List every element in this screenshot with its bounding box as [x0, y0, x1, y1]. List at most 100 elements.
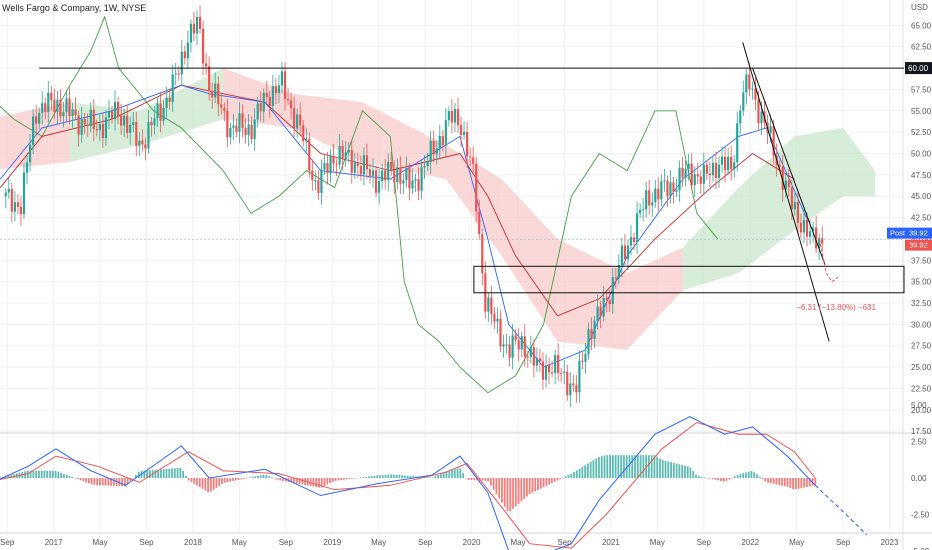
chikou-line: [0, 15, 719, 394]
candle-body: [602, 297, 605, 317]
candle-body: [499, 318, 502, 347]
macd-histogram-bar: [553, 478, 556, 482]
candle-body: [390, 162, 393, 171]
candle-body: [614, 277, 617, 279]
candle-body: [466, 131, 469, 157]
candle-body: [629, 237, 633, 246]
candle-body: [80, 118, 83, 135]
macd-histogram-bar: [783, 478, 786, 487]
macd-histogram-bar: [623, 455, 625, 478]
candle-body: [396, 167, 399, 183]
macd-histogram-bar: [63, 473, 65, 478]
candle-body: [299, 114, 302, 126]
macd-histogram-bar: [173, 468, 176, 478]
macd-line: [0, 416, 816, 550]
candle-body: [208, 66, 211, 92]
macd-histogram-bar: [606, 455, 609, 478]
candle-body: [496, 318, 499, 322]
macd-histogram-bar: [395, 474, 398, 478]
macd-histogram-bar: [154, 469, 157, 478]
candle-body: [714, 163, 718, 178]
macd-histogram-bar: [35, 470, 38, 478]
y-tick-label: 62.50: [911, 43, 932, 52]
macd-histogram-bar: [90, 478, 93, 485]
macd-histogram-bar: [129, 478, 132, 481]
macd-histogram-bar: [470, 478, 473, 481]
macd-histogram-bar: [337, 478, 340, 481]
macd-histogram-bar: [221, 478, 223, 484]
candle-body: [189, 23, 193, 43]
macd-histogram-bar: [240, 478, 243, 480]
macd-histogram-bar: [489, 478, 492, 486]
macd-histogram-bar: [711, 478, 714, 480]
macd-histogram-bar: [82, 478, 85, 482]
candle-body: [818, 238, 821, 249]
candle-body: [162, 107, 165, 121]
candle-body: [77, 115, 80, 135]
macd-histogram-bar: [620, 455, 623, 478]
macd-histogram-bar: [390, 474, 392, 478]
candle-body: [192, 23, 196, 34]
macd-histogram-bar: [725, 478, 728, 481]
candle-body: [702, 164, 705, 184]
macd-histogram-bar: [498, 478, 501, 499]
candle-body: [675, 190, 678, 192]
candle-body: [717, 164, 721, 178]
macd-histogram-bar: [453, 469, 456, 478]
candle-body: [220, 104, 223, 108]
last-value-label: 39.92: [909, 241, 928, 250]
candle-body: [435, 148, 438, 155]
candle-body: [41, 103, 44, 113]
macd-histogram-bar: [309, 478, 312, 487]
candle-body: [293, 108, 296, 129]
macd-histogram-bar: [789, 478, 792, 488]
candle-body: [547, 365, 551, 373]
macd-histogram-bar: [204, 478, 207, 491]
macd-histogram-bar: [0, 477, 2, 479]
macd-histogram-bar: [406, 475, 409, 478]
macd-histogram-bar: [401, 475, 404, 478]
candle-body: [581, 360, 584, 362]
macd-histogram-bar: [351, 478, 354, 479]
candle-body: [459, 125, 463, 135]
macd-histogram-bar: [437, 474, 440, 478]
candle-body: [469, 156, 472, 158]
candle-body: [411, 180, 414, 189]
y-tick-label: 52.50: [911, 128, 932, 137]
candle-body: [168, 97, 171, 102]
y-tick-label: 22.50: [911, 384, 932, 393]
macd-histogram-bar: [684, 465, 686, 478]
macd-histogram-bar: [525, 478, 528, 497]
macd-histogram-bar: [692, 471, 695, 478]
candle-body: [520, 336, 523, 350]
macd-histogram-bar: [800, 478, 803, 489]
candle-body: [68, 98, 71, 117]
macd-histogram-bar: [745, 472, 747, 478]
candle-body: [86, 124, 89, 127]
candle-body: [733, 162, 736, 169]
macd-histogram-bar: [631, 455, 634, 478]
candle-body: [44, 103, 47, 113]
candle-body: [617, 265, 620, 278]
candle-body: [648, 190, 651, 206]
candle-body: [666, 180, 669, 197]
candle-body: [320, 169, 323, 193]
candle-body: [402, 180, 405, 184]
candle-body: [645, 190, 648, 210]
macd-histogram-bar: [731, 477, 733, 479]
candle-body: [426, 162, 429, 167]
candle-body: [423, 166, 426, 168]
macd-histogram-bar: [60, 472, 63, 478]
macd-histogram-bar: [440, 473, 442, 478]
candle-body: [505, 344, 508, 346]
candle-body: [296, 114, 299, 129]
candle-body: [453, 109, 457, 123]
macd-histogram-bar: [212, 478, 215, 490]
macd-histogram-bar: [370, 476, 373, 478]
candle-body: [623, 245, 627, 260]
macd-histogram-bar: [187, 478, 190, 481]
macd-histogram-bar: [603, 455, 606, 478]
candle-body: [286, 98, 290, 101]
macd-tick-label: -2.50: [911, 511, 930, 520]
